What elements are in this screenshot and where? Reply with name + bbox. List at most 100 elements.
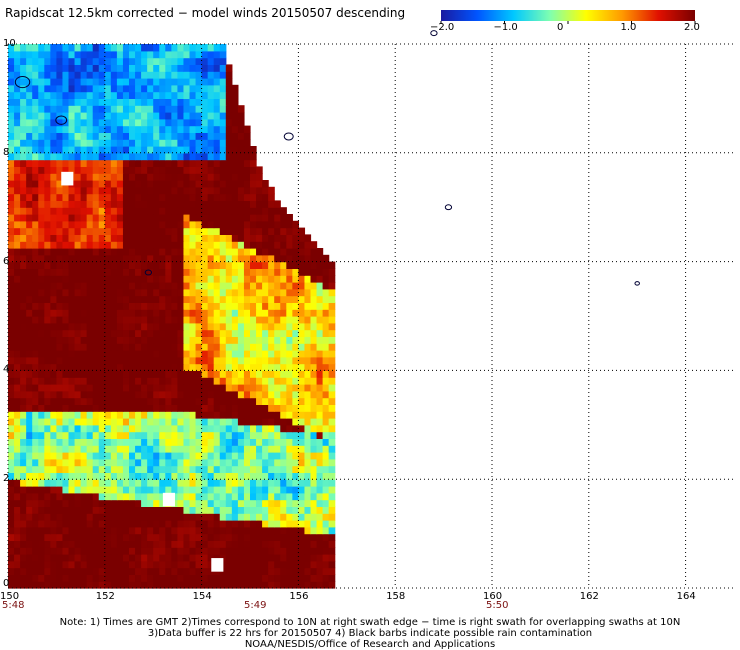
wind-cell bbox=[310, 533, 318, 541]
wind-cell bbox=[50, 438, 57, 446]
wind-cell bbox=[56, 173, 64, 181]
wind-cell bbox=[8, 268, 15, 276]
wind-cell bbox=[243, 166, 251, 174]
wind-cell bbox=[165, 384, 172, 392]
wind-cell bbox=[225, 533, 233, 541]
wind-cell bbox=[213, 499, 221, 507]
wind-cell bbox=[237, 166, 245, 174]
wind-cell bbox=[116, 574, 124, 582]
wind-cell bbox=[292, 370, 299, 378]
wind-cell bbox=[26, 132, 33, 140]
wind-cell bbox=[141, 84, 148, 93]
wind-cell bbox=[129, 207, 136, 215]
wind-cell bbox=[80, 418, 88, 426]
wind-cell bbox=[256, 288, 263, 297]
wind-cell bbox=[68, 540, 76, 548]
wind-cell bbox=[86, 57, 94, 65]
wind-cell bbox=[250, 268, 257, 276]
wind-cell bbox=[201, 118, 209, 127]
wind-cell bbox=[116, 547, 124, 555]
wind-cell bbox=[98, 64, 106, 72]
wind-cell bbox=[237, 554, 245, 562]
wind-cell bbox=[207, 288, 215, 297]
wind-cell bbox=[189, 132, 197, 140]
wind-cell bbox=[243, 173, 251, 181]
wind-cell bbox=[219, 98, 227, 106]
wind-cell bbox=[274, 397, 281, 405]
wind-cell bbox=[256, 302, 263, 310]
wind-cell bbox=[171, 78, 178, 86]
wind-cell bbox=[110, 186, 118, 195]
wind-cell bbox=[153, 458, 160, 467]
wind-cell bbox=[280, 526, 287, 535]
wind-cell bbox=[280, 472, 287, 480]
wind-cell bbox=[256, 268, 263, 276]
wind-cell bbox=[32, 329, 39, 337]
wind-cell bbox=[207, 506, 215, 514]
wind-cell bbox=[86, 574, 94, 582]
wind-cell bbox=[68, 241, 76, 249]
wind-cell bbox=[159, 180, 166, 188]
wind-cell bbox=[177, 533, 185, 541]
wind-cell bbox=[44, 397, 51, 405]
wind-cell bbox=[225, 282, 233, 290]
wind-cell bbox=[20, 302, 27, 310]
wind-cell bbox=[322, 295, 330, 303]
wind-cell bbox=[256, 458, 263, 467]
wind-cell bbox=[56, 452, 64, 460]
wind-cell bbox=[14, 166, 21, 174]
wind-cell bbox=[26, 200, 33, 208]
wind-cell bbox=[62, 132, 70, 140]
wind-cell bbox=[68, 574, 76, 582]
wind-cell bbox=[237, 159, 245, 167]
wind-cell bbox=[213, 261, 221, 269]
wind-cell bbox=[32, 227, 39, 235]
wind-cell bbox=[322, 574, 330, 582]
wind-cell bbox=[195, 377, 203, 385]
wind-cell bbox=[20, 166, 27, 174]
wind-cell bbox=[14, 363, 21, 371]
wind-cell bbox=[328, 526, 336, 535]
wind-cell bbox=[80, 316, 88, 324]
wind-cell bbox=[80, 424, 88, 433]
wind-cell bbox=[322, 261, 330, 269]
wind-cell bbox=[14, 78, 21, 86]
wind-cell bbox=[50, 411, 57, 419]
wind-cell bbox=[98, 411, 106, 419]
wind-cell bbox=[219, 581, 227, 589]
wind-cell bbox=[183, 112, 191, 120]
wind-cell bbox=[195, 465, 203, 473]
wind-cell bbox=[86, 390, 94, 399]
wind-cell bbox=[92, 486, 100, 494]
wind-cell bbox=[250, 248, 257, 256]
wind-cell bbox=[225, 91, 233, 99]
wind-cell bbox=[8, 152, 15, 161]
wind-cell bbox=[92, 288, 100, 297]
wind-cell bbox=[32, 91, 39, 99]
wind-cell bbox=[50, 71, 57, 79]
wind-cell bbox=[207, 322, 215, 331]
wind-cell bbox=[110, 384, 118, 392]
wind-cell bbox=[159, 139, 166, 147]
wind-cell bbox=[116, 125, 124, 133]
wind-cell bbox=[316, 282, 324, 290]
wind-cell bbox=[104, 486, 112, 494]
wind-cell bbox=[292, 227, 299, 235]
wind-cell bbox=[213, 173, 221, 181]
wind-cell bbox=[74, 479, 82, 487]
wind-cell bbox=[122, 288, 130, 297]
wind-cell bbox=[328, 424, 336, 433]
wind-cell bbox=[322, 397, 330, 405]
wind-cell bbox=[171, 465, 178, 473]
wind-cell bbox=[62, 574, 70, 582]
wind-cell bbox=[122, 193, 130, 201]
wind-cell bbox=[195, 438, 203, 446]
wind-cell bbox=[104, 343, 112, 351]
wind-cell bbox=[256, 207, 263, 215]
wind-cell bbox=[122, 363, 130, 371]
wind-cell bbox=[189, 465, 197, 473]
wind-cell bbox=[141, 363, 148, 371]
wind-cell bbox=[268, 540, 275, 548]
wind-cell bbox=[177, 132, 185, 140]
wind-cell bbox=[165, 261, 172, 269]
